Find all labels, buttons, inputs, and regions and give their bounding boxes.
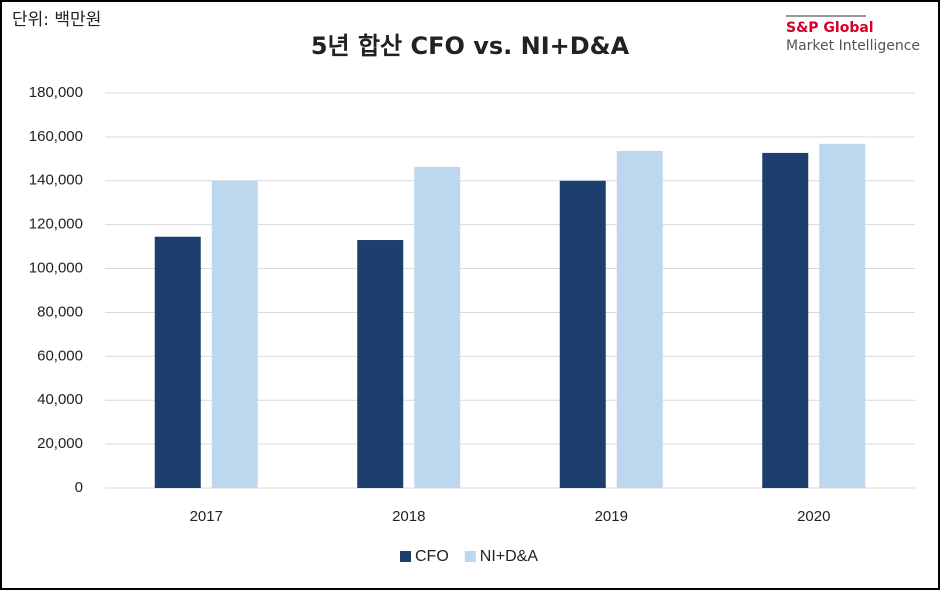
y-tick-label: 160,000 [29,128,83,145]
x-tick-label: 2017 [190,508,223,525]
bar [819,143,866,488]
y-tick-label: 140,000 [29,172,83,189]
bar [559,180,606,488]
legend-label: NI+D&A [480,548,539,565]
bar [762,152,809,489]
y-tick-label: 180,000 [29,84,83,101]
bar [616,150,663,488]
chart-title: 5년 합산 CFO vs. NI+D&A [311,32,630,60]
bar [414,166,461,489]
y-tick-label: 20,000 [37,435,83,452]
x-tick-label: 2019 [595,508,628,525]
legend-label: CFO [415,548,449,565]
bar [211,180,258,488]
logo-brand: S&P Global [786,20,874,36]
logo-product: Market Intelligence [786,38,920,54]
legend-swatch [464,551,476,562]
y-tick-label: 60,000 [37,347,83,364]
y-tick-label: 80,000 [37,303,83,320]
y-tick-label: 100,000 [29,260,83,277]
unit-note: 단위: 백만원 [12,10,101,30]
x-tick-label: 2018 [392,508,425,525]
x-tick-label: 2020 [797,508,830,525]
y-tick-label: 120,000 [29,216,83,233]
y-tick-label: 40,000 [37,391,83,408]
y-tick-label: 0 [75,479,83,496]
bar [154,236,201,488]
legend-swatch [400,551,411,562]
bar [357,240,404,488]
